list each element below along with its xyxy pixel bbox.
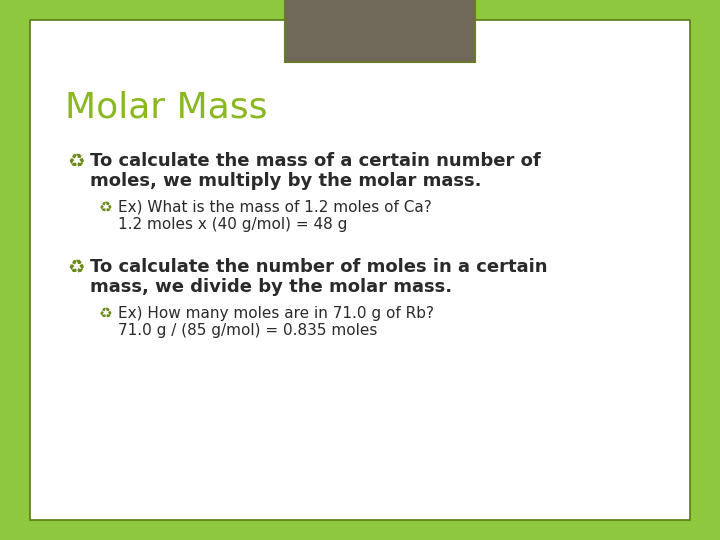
Bar: [285, 0, 475, 62]
Text: moles, we multiply by the molar mass.: moles, we multiply by the molar mass.: [90, 172, 482, 190]
Text: ♻: ♻: [99, 306, 113, 321]
Text: mass, we divide by the molar mass.: mass, we divide by the molar mass.: [90, 278, 452, 296]
Text: To calculate the number of moles in a certain: To calculate the number of moles in a ce…: [90, 258, 547, 276]
Text: Ex) What is the mass of 1.2 moles of Ca?: Ex) What is the mass of 1.2 moles of Ca?: [118, 200, 432, 215]
Text: Ex) How many moles are in 71.0 g of Rb?: Ex) How many moles are in 71.0 g of Rb?: [118, 306, 434, 321]
Text: ♻: ♻: [67, 152, 85, 171]
Text: ♻: ♻: [99, 200, 113, 215]
Text: 71.0 g / (85 g/mol) = 0.835 moles: 71.0 g / (85 g/mol) = 0.835 moles: [118, 323, 377, 338]
Text: Molar Mass: Molar Mass: [65, 90, 268, 124]
Text: ♻: ♻: [67, 258, 85, 277]
Text: 1.2 moles x (40 g/mol) = 48 g: 1.2 moles x (40 g/mol) = 48 g: [118, 217, 347, 232]
Text: To calculate the mass of a certain number of: To calculate the mass of a certain numbe…: [90, 152, 541, 170]
